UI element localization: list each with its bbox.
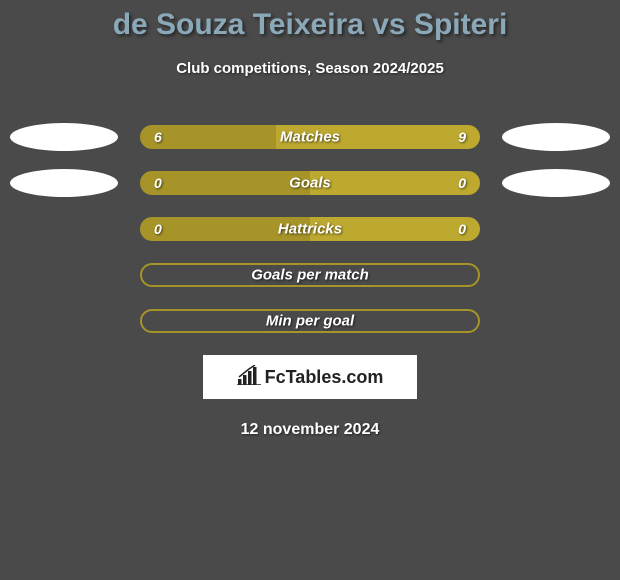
bar-chart-icon bbox=[237, 365, 261, 390]
stat-row: Min per goal bbox=[0, 309, 620, 333]
stat-bar: Goals per match bbox=[140, 263, 480, 287]
logo-text: FcTables.com bbox=[265, 367, 384, 388]
player-avatar-left bbox=[10, 123, 118, 151]
stat-row: 6 Matches 9 bbox=[0, 125, 620, 149]
player-avatar-right bbox=[502, 169, 610, 197]
player-avatar-left bbox=[10, 169, 118, 197]
logo: FcTables.com bbox=[237, 365, 384, 390]
stat-label: Min per goal bbox=[266, 313, 354, 330]
stat-label: Goals bbox=[289, 175, 331, 192]
page-title: de Souza Teixeira vs Spiteri bbox=[0, 8, 620, 42]
bar-segment-left bbox=[140, 171, 310, 195]
player-avatar-right bbox=[502, 123, 610, 151]
stat-bar: 6 Matches 9 bbox=[140, 125, 480, 149]
stat-value-left: 0 bbox=[154, 175, 162, 191]
stat-value-right: 0 bbox=[458, 221, 466, 237]
stat-bar: Min per goal bbox=[140, 309, 480, 333]
stat-value-left: 6 bbox=[154, 129, 162, 145]
stat-row: Goals per match bbox=[0, 263, 620, 287]
stat-value-right: 9 bbox=[458, 129, 466, 145]
stat-label: Goals per match bbox=[251, 267, 369, 284]
comparison-infographic: de Souza Teixeira vs Spiteri Club compet… bbox=[0, 0, 620, 439]
stat-bar: 0 Hattricks 0 bbox=[140, 217, 480, 241]
stats-container: 6 Matches 9 0 Goals 0 0 Hattricks 0 Goals per mat… bbox=[0, 125, 620, 333]
stat-value-left: 0 bbox=[154, 221, 162, 237]
stat-label: Hattricks bbox=[278, 221, 342, 238]
stat-row: 0 Goals 0 bbox=[0, 171, 620, 195]
logo-box: FcTables.com bbox=[203, 355, 417, 399]
stat-label: Matches bbox=[280, 129, 340, 146]
subtitle: Club competitions, Season 2024/2025 bbox=[0, 60, 620, 77]
bar-segment-right bbox=[310, 171, 480, 195]
date-text: 12 november 2024 bbox=[0, 421, 620, 439]
stat-bar: 0 Goals 0 bbox=[140, 171, 480, 195]
stat-row: 0 Hattricks 0 bbox=[0, 217, 620, 241]
stat-value-right: 0 bbox=[458, 175, 466, 191]
